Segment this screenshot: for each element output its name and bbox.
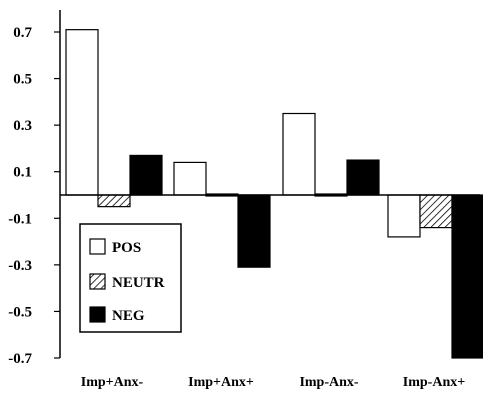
bar-neutr-1 [97,194,131,208]
bar-pos-1 [65,29,99,196]
y-tick-label: 0.3 [13,118,32,134]
legend-label-pos: POS [112,240,141,256]
legend: POS NEUTR NEG [79,223,182,333]
y-tick-label: -0.7 [8,351,32,367]
y-tick-label: -0.3 [8,258,32,274]
legend-swatch-neg [89,306,106,323]
x-tick-label: Imp-Anx+ [403,375,465,390]
y-tick-label: -0.1 [8,211,32,227]
y-tick-label: 0.1 [13,165,32,181]
x-tick-label: Imp+Anx- [81,375,144,390]
bar-pos-4 [387,194,421,238]
bar-pos-2 [173,161,207,196]
bar-neg-3 [346,159,380,196]
y-tick-label: -0.5 [8,304,32,320]
legend-swatch-pos [89,238,106,255]
x-tick-label: Imp+Anx+ [188,375,254,390]
bar-pos-3 [282,112,316,196]
bar-neg-2 [237,194,271,268]
bar-neg-1 [129,154,163,196]
y-tick-label: 0.7 [13,25,32,41]
legend-label-neutr: NEUTR [112,275,165,291]
x-axis-labels: Imp+Anx- Imp+Anx+ Imp-Anx- Imp-Anx+ [81,375,465,390]
axes [59,10,480,358]
bar-neg-4 [451,194,483,359]
legend-label-neg: NEG [112,308,145,324]
legend-swatch-neutr [89,273,106,290]
y-axis-ticks: 0.7 0.5 0.3 0.1 -0.1 -0.3 -0.5 -0.7 [8,25,60,367]
y-tick-label: 0.5 [13,72,32,88]
bar-neutr-4 [419,194,453,229]
x-tick-label: Imp-Anx- [299,375,358,390]
